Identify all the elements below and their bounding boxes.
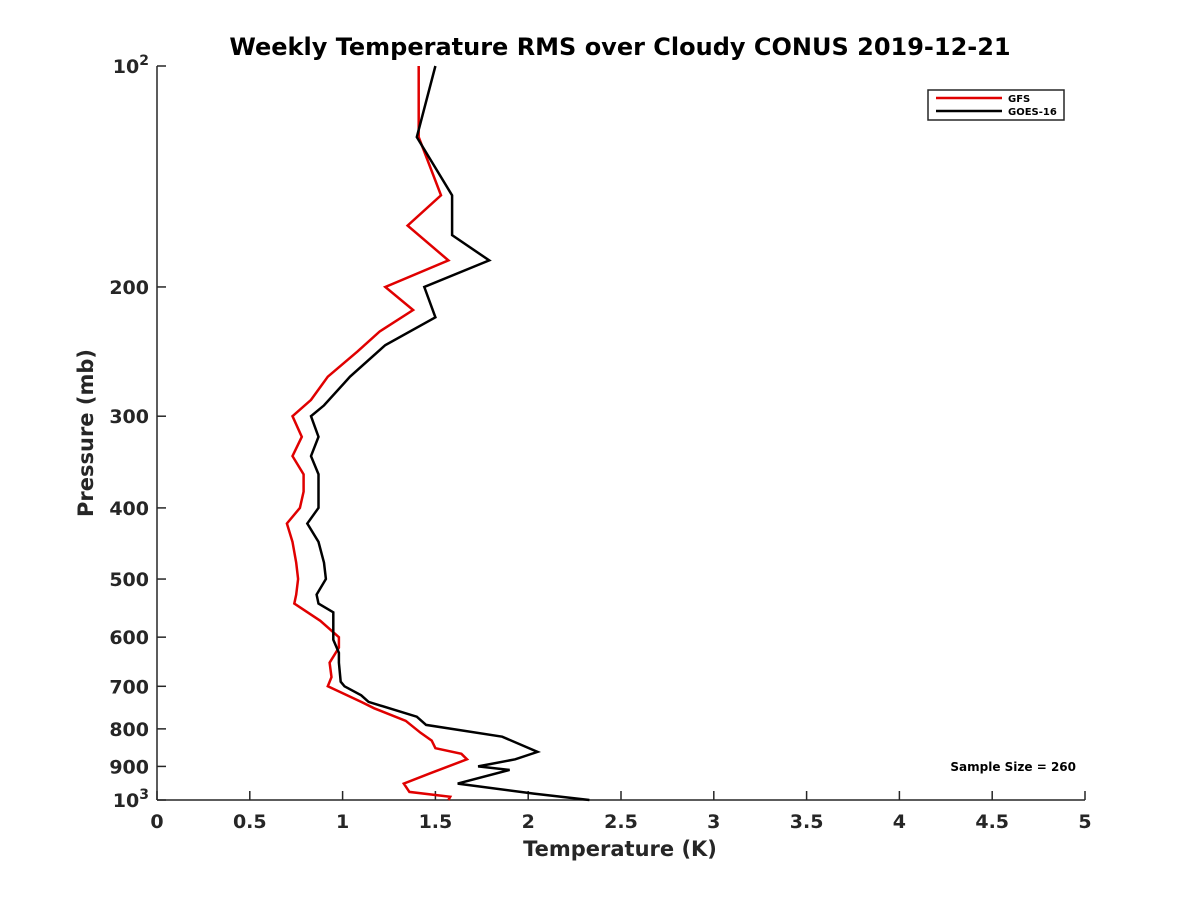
y-axis-title: Pressure (mb) [74,349,98,517]
x-tick-label: 2.5 [604,811,638,833]
series-line-gfs [285,66,470,801]
legend-box [927,89,1065,121]
y-tick-label: 900 [109,756,149,778]
x-tick-label: 4 [893,811,906,833]
x-tick-label: 5 [1078,811,1091,833]
y-tick-label: 103 [113,787,149,812]
y-tick-label: 400 [109,498,149,520]
sample-size-annotation: Sample Size = 260 [950,760,1076,774]
x-tick-label: 1 [336,811,349,833]
series-line-goes-16 [305,65,590,802]
series-lines [285,65,590,802]
chart-title: Weekly Temperature RMS over Cloudy CONUS… [229,33,1010,61]
legend: GFS GOES-16 [927,89,1065,121]
x-tick-label: 0 [150,811,163,833]
x-tick-label: 3.5 [790,811,824,833]
x-axis-title: Temperature (K) [523,837,717,861]
y-tick-label: 500 [109,569,149,591]
x-tick-label: 0.5 [233,811,267,833]
y-tick-label: 700 [109,676,149,698]
axes: 0 0.5 1 1.5 2 2.5 3 3.5 4 4.5 5 102 200 300 400 500 600 7… [109,53,1091,833]
y-tick-label: 800 [109,719,149,741]
y-tick-label: 200 [109,277,149,299]
y-tick-label: 300 [109,406,149,428]
y-tick-label: 600 [109,627,149,649]
x-tick-label: 4.5 [975,811,1009,833]
x-tick-label: 2 [522,811,535,833]
y-tick-label: 102 [113,53,149,78]
x-tick-label: 1.5 [419,811,453,833]
legend-label: GOES-16 [1008,107,1057,118]
legend-label: GFS [1008,94,1030,105]
x-tick-label: 3 [707,811,720,833]
